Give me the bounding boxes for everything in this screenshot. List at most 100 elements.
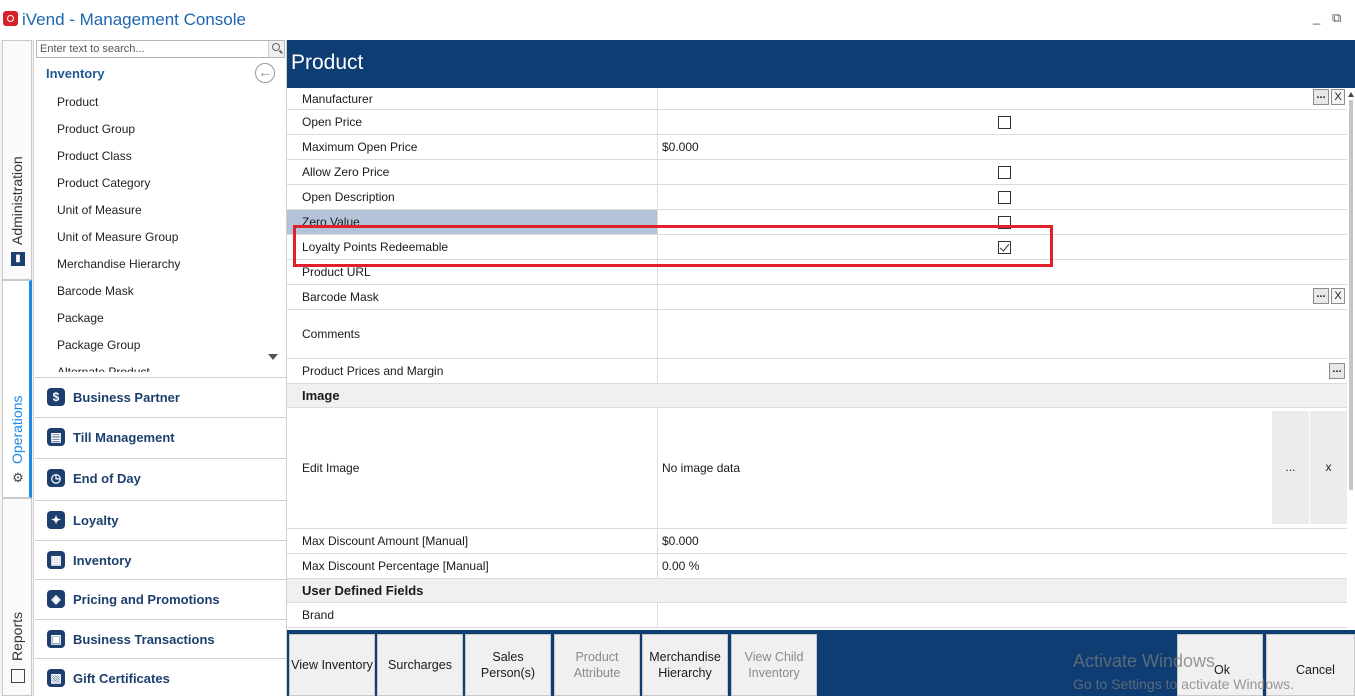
row-label: Product Prices and Margin (287, 359, 658, 383)
sidebar-item-uom-group[interactable]: Unit of Measure Group (57, 230, 179, 244)
sidebar-item-merchandise-hierarchy[interactable]: Merchandise Hierarchy (57, 257, 181, 271)
warehouse-icon: ▦ (47, 551, 65, 569)
prices-margin-field (658, 359, 1347, 383)
sidebar-item-product-group[interactable]: Product Group (57, 122, 136, 136)
clock-icon: ◷ (47, 469, 65, 487)
row-loyalty-points-redeemable[interactable]: Loyalty Points Redeemable (287, 235, 1347, 260)
manufacturer-field[interactable] (658, 88, 1347, 109)
search-icon[interactable] (268, 41, 284, 57)
row-max-open-price[interactable]: Maximum Open Price $0.000 (287, 135, 1347, 160)
search-input[interactable] (37, 41, 265, 57)
row-open-price[interactable]: Open Price (287, 110, 1347, 135)
grid-scrollbar[interactable] (1347, 88, 1355, 630)
tab-administration[interactable]: Administration ▮ (2, 40, 32, 280)
sidebar-item-product-class[interactable]: Product Class (57, 149, 132, 163)
nav-group-end-of-day[interactable]: ◷ End of Day (35, 458, 286, 498)
row-max-discount-percentage[interactable]: Max Discount Percentage [Manual] 0.00 % (287, 554, 1347, 579)
barcode-mask-browse-button[interactable]: ... (1313, 288, 1329, 304)
nav-group-pricing-promotions[interactable]: ◈ Pricing and Promotions (35, 579, 286, 619)
nav-group-label: Loyalty (73, 513, 119, 528)
nav-group-till-management[interactable]: ▤ Till Management (35, 417, 286, 457)
image-clear-button[interactable]: x (1310, 411, 1347, 524)
nav-group-inventory[interactable]: ▦ Inventory (35, 540, 286, 580)
row-label: Open Price (287, 110, 658, 134)
ok-label: Ok (1214, 663, 1230, 677)
nav-group-label: End of Day (73, 471, 141, 486)
loyalty-points-value (658, 235, 1347, 259)
sidebar-item-product[interactable]: Product (57, 95, 99, 109)
sidebar-item-product-category[interactable]: Product Category (57, 176, 151, 190)
row-label: Barcode Mask (287, 285, 658, 309)
row-open-description[interactable]: Open Description (287, 185, 1347, 210)
merchandise-hierarchy-button[interactable]: Merchandise Hierarchy (642, 634, 728, 696)
ok-button[interactable]: Ok (1177, 634, 1263, 696)
nav-group-business-partner[interactable]: $ Business Partner (35, 377, 286, 417)
open-price-checkbox[interactable] (998, 115, 1011, 129)
row-comments[interactable]: Comments (287, 310, 1347, 359)
scroll-up-icon[interactable] (1348, 92, 1354, 97)
tab-reports[interactable]: Reports (2, 498, 32, 696)
sidebar-item-unit-of-measure[interactable]: Unit of Measure (57, 203, 142, 217)
nav-group-business-transactions[interactable]: ▣ Business Transactions (35, 619, 286, 659)
cancel-button[interactable]: Cancel (1266, 634, 1355, 696)
barcode-mask-field[interactable] (658, 285, 1347, 309)
sidebar-item-alternate-product[interactable]: Alternate Product (57, 365, 150, 372)
scroll-down-icon[interactable] (268, 354, 278, 360)
brand-field[interactable] (658, 603, 1347, 627)
row-label: Maximum Open Price (287, 135, 658, 159)
nav-group-loyalty[interactable]: ✦ Loyalty (35, 500, 286, 540)
row-label: Comments (287, 310, 658, 358)
open-description-checkbox[interactable] (998, 190, 1011, 204)
minimize-button[interactable]: _ (1313, 10, 1321, 25)
max-open-price-field[interactable]: $0.000 (662, 140, 699, 154)
nav-group-label: Business Partner (73, 390, 180, 405)
edit-image-value: No image data (662, 461, 741, 475)
sidebar-item-barcode-mask[interactable]: Barcode Mask (57, 284, 134, 298)
nav-group-label: Inventory (73, 553, 132, 568)
row-edit-image[interactable]: Edit Image No image data ... x (287, 408, 1347, 529)
row-label: Max Discount Percentage [Manual] (287, 554, 658, 578)
sidebar-item-package-group[interactable]: Package Group (57, 338, 141, 352)
nav-group-gift-certificates[interactable]: ▧ Gift Certificates (35, 658, 286, 696)
loyalty-points-checkbox[interactable] (998, 240, 1011, 254)
nav-group-label: Business Transactions (73, 632, 215, 647)
view-child-inventory-button[interactable]: View Child Inventory (731, 634, 817, 696)
row-allow-zero-price[interactable]: Allow Zero Price (287, 160, 1347, 185)
comments-field[interactable] (658, 310, 1347, 358)
transactions-icon: ▣ (47, 630, 65, 648)
open-price-value (658, 110, 1347, 134)
sales-persons-button[interactable]: Sales Person(s) (465, 634, 551, 696)
prices-margin-browse-button[interactable]: ... (1329, 363, 1345, 379)
view-inventory-button[interactable]: View Inventory (289, 634, 375, 696)
surcharges-button[interactable]: Surcharges (377, 634, 463, 696)
sidebar-item-package[interactable]: Package (57, 311, 104, 325)
manufacturer-browse-button[interactable]: ... (1313, 89, 1329, 105)
row-brand[interactable]: Brand (287, 603, 1347, 628)
allow-zero-price-checkbox[interactable] (998, 165, 1011, 179)
manufacturer-clear-button[interactable]: X (1331, 89, 1345, 105)
allow-zero-price-value (658, 160, 1347, 184)
row-barcode-mask[interactable]: Barcode Mask ... X (287, 285, 1347, 310)
back-arrow-icon[interactable]: ← (255, 63, 275, 83)
product-url-field[interactable] (658, 260, 1347, 284)
section-image: Image (287, 384, 1347, 408)
restore-button[interactable]: ⧉ (1332, 10, 1342, 25)
image-browse-button[interactable]: ... (1272, 411, 1309, 524)
barcode-mask-clear-button[interactable]: X (1331, 288, 1345, 304)
row-product-url[interactable]: Product URL (287, 260, 1347, 285)
row-product-prices-margin[interactable]: Product Prices and Margin ... (287, 359, 1347, 384)
row-label: Zero Value (287, 210, 658, 234)
tab-operations[interactable]: Operations ⚙ (2, 280, 32, 498)
till-icon: ▤ (47, 428, 65, 446)
cancel-label: Cancel (1296, 663, 1335, 677)
row-zero-value[interactable]: Zero Value (287, 210, 1347, 235)
row-max-discount-amount[interactable]: Max Discount Amount [Manual] $0.000 (287, 529, 1347, 554)
reports-icon (11, 669, 25, 683)
sidebar-section-title: Inventory (46, 66, 105, 81)
max-discount-percentage-field[interactable]: 0.00 % (662, 559, 700, 573)
row-manufacturer[interactable]: Manufacturer ... X (287, 88, 1347, 110)
max-discount-amount-field[interactable]: $0.000 (662, 534, 699, 548)
zero-value-checkbox[interactable] (998, 215, 1011, 229)
scroll-thumb[interactable] (1349, 100, 1353, 490)
product-attribute-button[interactable]: Product Attribute (554, 634, 640, 696)
